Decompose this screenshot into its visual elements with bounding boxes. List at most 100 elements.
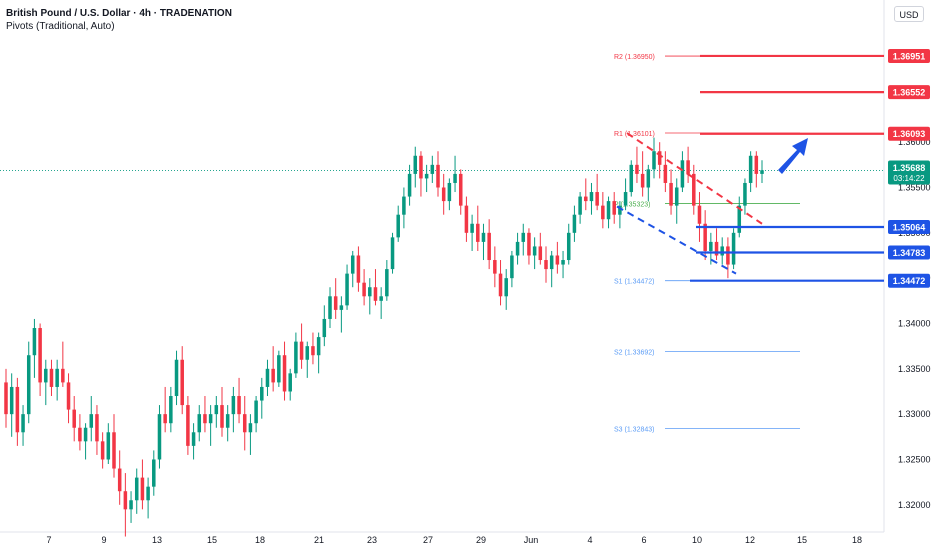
candle-body	[527, 232, 531, 256]
support-tag	[888, 273, 930, 288]
x-tick-label: Jun	[524, 535, 539, 545]
candle-body	[436, 164, 440, 188]
forecast-arrow-icon	[778, 138, 808, 174]
candle-body	[748, 155, 753, 183]
y-tick-label: 1.33000	[898, 409, 931, 419]
pivot-label: P (1.35323)	[614, 202, 650, 209]
candle-body	[112, 432, 116, 469]
resistance-tag	[888, 126, 930, 141]
candle-body	[652, 151, 656, 170]
x-tick-label: 21	[314, 535, 324, 545]
y-tick-label: 1.32000	[898, 500, 931, 510]
candle-body	[458, 173, 463, 206]
candle-body	[669, 182, 673, 206]
candle-body	[419, 155, 423, 179]
x-tick-label: 6	[641, 535, 646, 545]
candle-body	[464, 205, 469, 233]
x-tick-label: 12	[745, 535, 755, 545]
pivot-label: S2 (1.33692)	[614, 349, 654, 356]
candle-body	[538, 246, 543, 261]
y-tick-label: 1.36000	[898, 137, 931, 147]
channel-lower-line	[616, 205, 737, 275]
candle-body	[504, 278, 508, 297]
candle-body	[78, 427, 82, 442]
x-tick-label: 29	[476, 535, 486, 545]
x-tick-label: 7	[46, 535, 51, 545]
candle-body	[487, 232, 491, 261]
candle-body	[134, 477, 139, 501]
candle-body	[299, 341, 304, 360]
resistance-tag-text: 1.36093	[893, 129, 926, 139]
candle-body	[646, 169, 651, 188]
candle-body	[100, 441, 105, 460]
x-tick-label: 10	[692, 535, 702, 545]
candle-body	[697, 205, 702, 224]
candle-body	[55, 368, 59, 387]
candle-body	[657, 151, 662, 165]
candle-body	[49, 368, 54, 387]
candle-body	[311, 346, 315, 356]
y-tick-label: 1.33500	[898, 364, 931, 374]
support-tag-text: 1.34472	[893, 276, 926, 286]
candle-body	[572, 214, 577, 233]
candle-body	[640, 173, 645, 188]
candle-body	[242, 414, 247, 433]
candle-body	[163, 414, 167, 424]
candle-body	[277, 355, 281, 383]
x-tick-label: 27	[423, 535, 433, 545]
x-tick-label: 15	[207, 535, 217, 545]
candle-body	[447, 182, 452, 202]
candle-body	[157, 414, 162, 460]
candle-body	[231, 396, 236, 415]
candle-body	[15, 386, 20, 433]
candle-body	[106, 432, 111, 460]
symbol-title[interactable]: British Pound / U.S. Dollar · 4h · TRADE…	[6, 8, 232, 19]
candle-body	[368, 287, 372, 297]
candle-body	[4, 382, 8, 415]
y-tick-label: 1.32500	[898, 454, 931, 464]
candle-body	[225, 414, 230, 428]
candle-body	[61, 368, 65, 383]
candle-body	[373, 287, 378, 301]
candle-body	[305, 346, 310, 360]
x-tick-label: 18	[852, 535, 862, 545]
candle-body	[146, 486, 150, 501]
candle-body	[390, 237, 395, 270]
pivot-label: S3 (1.32843)	[614, 426, 654, 433]
candle-body	[561, 260, 565, 265]
candle-body	[629, 164, 634, 193]
currency-button[interactable]: USD	[894, 6, 924, 22]
x-tick-label: 13	[152, 535, 162, 545]
resistance-tag	[888, 48, 930, 63]
candle-body	[493, 260, 497, 274]
indicator-label[interactable]: Pivots (Traditional, Auto)	[6, 21, 115, 32]
candle-body	[521, 232, 526, 242]
candle-body	[248, 423, 253, 433]
y-tick-label: 1.34000	[898, 318, 931, 328]
candle-body	[316, 337, 321, 356]
candle-body	[601, 205, 605, 220]
candle-body	[510, 255, 514, 279]
candle-body	[89, 414, 94, 428]
candle-body	[470, 223, 474, 233]
candle-body	[731, 232, 736, 265]
candle-body	[714, 241, 719, 256]
candle-body	[220, 405, 224, 428]
candle-body	[481, 232, 486, 242]
candle-body	[379, 296, 383, 301]
x-tick-label: 4	[587, 535, 592, 545]
x-tick-label: 9	[101, 535, 106, 545]
candle-body	[83, 427, 88, 442]
candle-body	[174, 359, 179, 397]
candle-body	[169, 396, 173, 424]
candle-body	[566, 232, 571, 261]
support-tag-text: 1.35064	[893, 223, 926, 233]
pivot-label: S1 (1.34472)	[614, 279, 654, 286]
candle-body	[129, 500, 133, 510]
candle-body	[345, 273, 349, 306]
candle-body	[441, 187, 446, 202]
support-tag	[888, 245, 930, 260]
candle-body	[66, 382, 71, 410]
candle-body	[288, 373, 292, 392]
